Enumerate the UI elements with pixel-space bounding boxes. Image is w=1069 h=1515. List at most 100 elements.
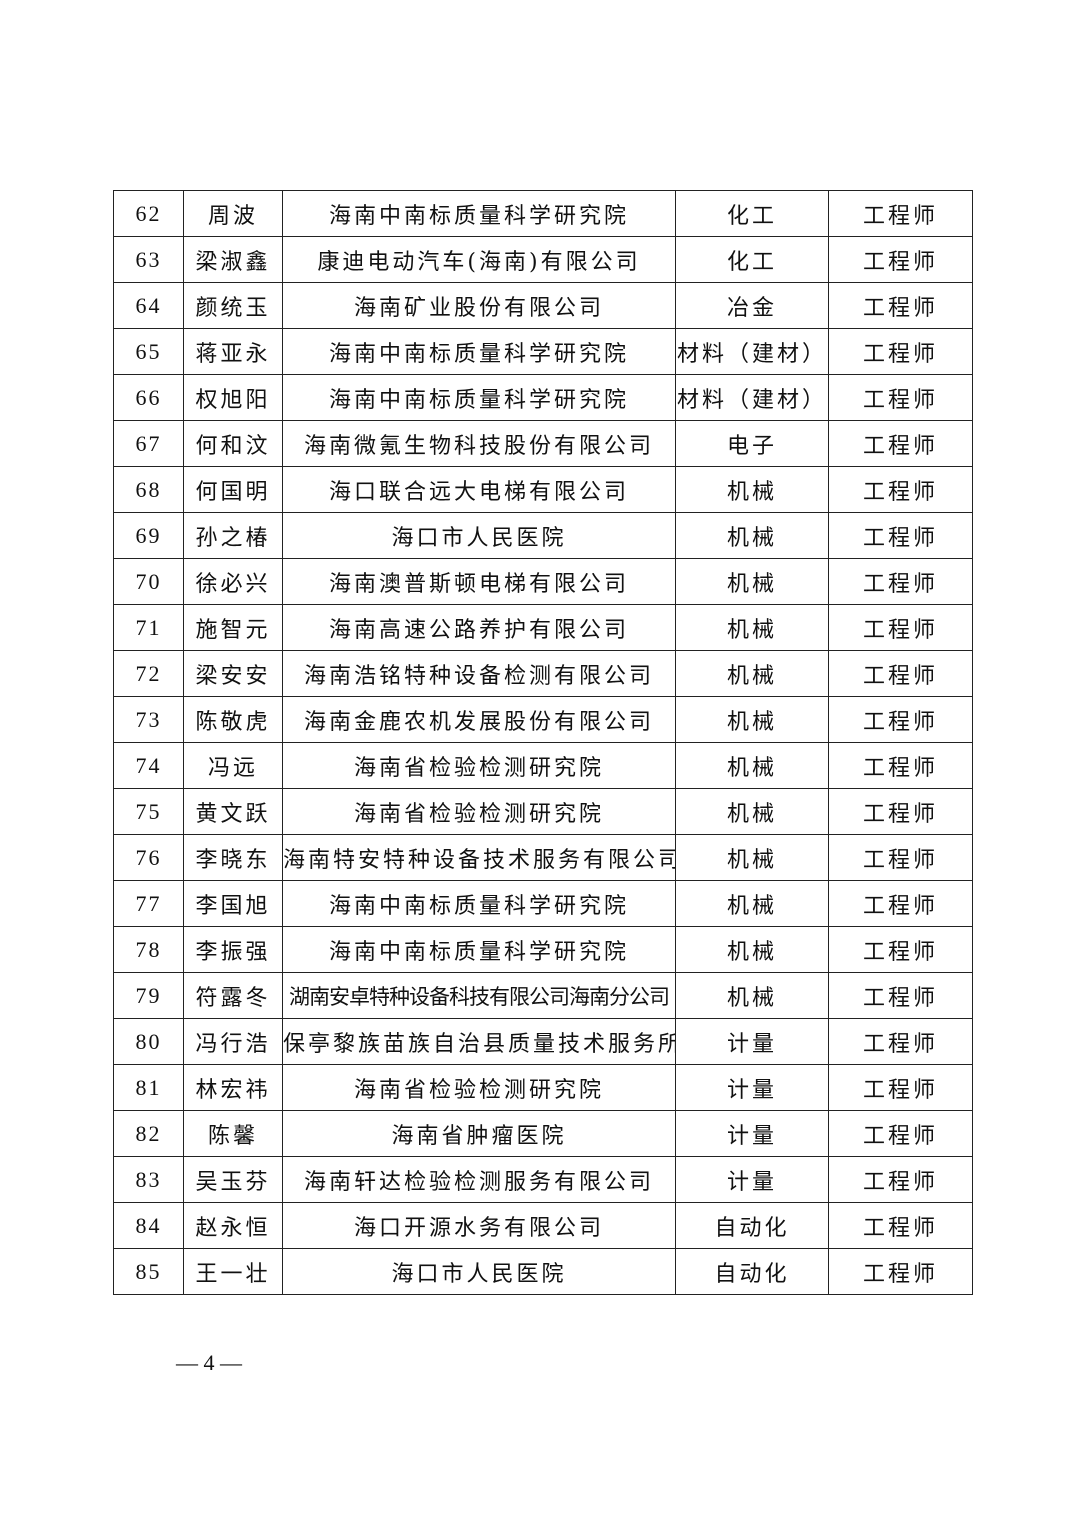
organization-cell: 海南中南标质量科学研究院 xyxy=(282,926,676,973)
person-name-cell: 李晓东 xyxy=(183,834,283,881)
professional-field-cell: 机械 xyxy=(675,926,829,973)
row-number-cell: 68 xyxy=(113,466,184,513)
professional-field-cell: 机械 xyxy=(675,696,829,743)
row-number-cell: 83 xyxy=(113,1156,184,1203)
person-name-cell: 梁淑鑫 xyxy=(183,236,283,283)
professional-field-cell: 自动化 xyxy=(675,1202,829,1249)
organization-cell: 海南省检验检测研究院 xyxy=(282,742,676,789)
professional-field-cell: 材料（建材） xyxy=(675,328,829,375)
page-number: — 4 — xyxy=(176,1350,242,1375)
table-row: 84 赵永恒 海口开源水务有限公司 自动化 工程师 xyxy=(113,1202,973,1249)
professional-field-cell: 化工 xyxy=(675,190,829,237)
table-row: 81 林宏祎 海南省检验检测研究院 计量 工程师 xyxy=(113,1064,973,1111)
row-number-cell: 65 xyxy=(113,328,184,375)
table-row: 85 王一壮 海口市人民医院 自动化 工程师 xyxy=(113,1248,973,1295)
job-title-cell: 工程师 xyxy=(828,1156,973,1203)
professional-field-cell: 机械 xyxy=(675,972,829,1019)
table-row: 72 梁安安 海南浩铭特种设备检测有限公司 机械 工程师 xyxy=(113,650,973,697)
person-name-cell: 林宏祎 xyxy=(183,1064,283,1111)
job-title-cell: 工程师 xyxy=(828,466,973,513)
job-title-cell: 工程师 xyxy=(828,742,973,789)
job-title-cell: 工程师 xyxy=(828,972,973,1019)
organization-cell: 海南轩达检验检测服务有限公司 xyxy=(282,1156,676,1203)
row-number-cell: 81 xyxy=(113,1064,184,1111)
organization-cell: 海南矿业股份有限公司 xyxy=(282,282,676,329)
row-number-cell: 69 xyxy=(113,512,184,559)
professional-field-cell: 计量 xyxy=(675,1110,829,1157)
table-row: 73 陈敬虎 海南金鹿农机发展股份有限公司 机械 工程师 xyxy=(113,696,973,743)
table-row: 62 周波 海南中南标质量科学研究院 化工 工程师 xyxy=(113,190,973,237)
row-number-cell: 62 xyxy=(113,190,184,237)
table-row: 80 冯行浩 保亭黎族苗族自治县质量技术服务所 计量 工程师 xyxy=(113,1018,973,1065)
table-row: 64 颜统玉 海南矿业股份有限公司 冶金 工程师 xyxy=(113,282,973,329)
professional-field-cell: 机械 xyxy=(675,834,829,881)
row-number-cell: 73 xyxy=(113,696,184,743)
row-number-cell: 78 xyxy=(113,926,184,973)
professional-field-cell: 计量 xyxy=(675,1064,829,1111)
job-title-cell: 工程师 xyxy=(828,1202,973,1249)
person-name-cell: 徐必兴 xyxy=(183,558,283,605)
job-title-cell: 工程师 xyxy=(828,834,973,881)
person-name-cell: 梁安安 xyxy=(183,650,283,697)
table-row: 78 李振强 海南中南标质量科学研究院 机械 工程师 xyxy=(113,926,973,973)
job-title-cell: 工程师 xyxy=(828,1110,973,1157)
row-number-cell: 76 xyxy=(113,834,184,881)
row-number-cell: 77 xyxy=(113,880,184,927)
organization-cell: 海南澳普斯顿电梯有限公司 xyxy=(282,558,676,605)
job-title-cell: 工程师 xyxy=(828,696,973,743)
row-number-cell: 74 xyxy=(113,742,184,789)
person-name-cell: 黄文跃 xyxy=(183,788,283,835)
organization-cell: 海南高速公路养护有限公司 xyxy=(282,604,676,651)
table-row: 63 梁淑鑫 康迪电动汽车(海南)有限公司 化工 工程师 xyxy=(113,236,973,283)
professional-field-cell: 机械 xyxy=(675,650,829,697)
table-row: 65 蒋亚永 海南中南标质量科学研究院 材料（建材） 工程师 xyxy=(113,328,973,375)
organization-cell: 保亭黎族苗族自治县质量技术服务所 xyxy=(282,1018,676,1065)
person-name-cell: 何国明 xyxy=(183,466,283,513)
person-name-cell: 符露冬 xyxy=(183,972,283,1019)
organization-cell: 海口开源水务有限公司 xyxy=(282,1202,676,1249)
table-row: 76 李晓东 海南特安特种设备技术服务有限公司 机械 工程师 xyxy=(113,834,973,881)
table-row: 79 符露冬 湖南安卓特种设备科技有限公司海南分公司 机械 工程师 xyxy=(113,972,973,1019)
row-number-cell: 64 xyxy=(113,282,184,329)
job-title-cell: 工程师 xyxy=(828,650,973,697)
person-name-cell: 吴玉芬 xyxy=(183,1156,283,1203)
person-name-cell: 何和汶 xyxy=(183,420,283,467)
row-number-cell: 70 xyxy=(113,558,184,605)
person-name-cell: 蒋亚永 xyxy=(183,328,283,375)
job-title-cell: 工程师 xyxy=(828,1248,973,1295)
row-number-cell: 84 xyxy=(113,1202,184,1249)
organization-cell: 海南中南标质量科学研究院 xyxy=(282,328,676,375)
organization-cell: 康迪电动汽车(海南)有限公司 xyxy=(282,236,676,283)
table-body: 62 周波 海南中南标质量科学研究院 化工 工程师 63 梁淑鑫 康迪电动汽车(海南)有限公司… xyxy=(113,190,973,1295)
professional-field-cell: 计量 xyxy=(675,1018,829,1065)
table-row: 83 吴玉芬 海南轩达检验检测服务有限公司 计量 工程师 xyxy=(113,1156,973,1203)
professional-field-cell: 化工 xyxy=(675,236,829,283)
organization-cell: 海口市人民医院 xyxy=(282,512,676,559)
professional-field-cell: 材料（建材） xyxy=(675,374,829,421)
professional-field-cell: 机械 xyxy=(675,742,829,789)
job-title-cell: 工程师 xyxy=(828,374,973,421)
row-number-cell: 79 xyxy=(113,972,184,1019)
table-row: 82 陈馨 海南省肿瘤医院 计量 工程师 xyxy=(113,1110,973,1157)
person-name-cell: 权旭阳 xyxy=(183,374,283,421)
organization-cell: 海口市人民医院 xyxy=(282,1248,676,1295)
table-row: 69 孙之椿 海口市人民医院 机械 工程师 xyxy=(113,512,973,559)
professional-field-cell: 机械 xyxy=(675,604,829,651)
person-name-cell: 王一壮 xyxy=(183,1248,283,1295)
organization-cell: 湖南安卓特种设备科技有限公司海南分公司 xyxy=(282,972,676,1019)
person-name-cell: 施智元 xyxy=(183,604,283,651)
professional-field-cell: 电子 xyxy=(675,420,829,467)
organization-cell: 海南微氪生物科技股份有限公司 xyxy=(282,420,676,467)
row-number-cell: 85 xyxy=(113,1248,184,1295)
table-row: 67 何和汶 海南微氪生物科技股份有限公司 电子 工程师 xyxy=(113,420,973,467)
organization-cell: 海南中南标质量科学研究院 xyxy=(282,190,676,237)
organization-cell: 海南浩铭特种设备检测有限公司 xyxy=(282,650,676,697)
organization-cell: 海南金鹿农机发展股份有限公司 xyxy=(282,696,676,743)
job-title-cell: 工程师 xyxy=(828,1064,973,1111)
person-name-cell: 陈馨 xyxy=(183,1110,283,1157)
job-title-cell: 工程师 xyxy=(828,1018,973,1065)
row-number-cell: 66 xyxy=(113,374,184,421)
job-title-cell: 工程师 xyxy=(828,328,973,375)
professional-field-cell: 机械 xyxy=(675,558,829,605)
row-number-cell: 67 xyxy=(113,420,184,467)
